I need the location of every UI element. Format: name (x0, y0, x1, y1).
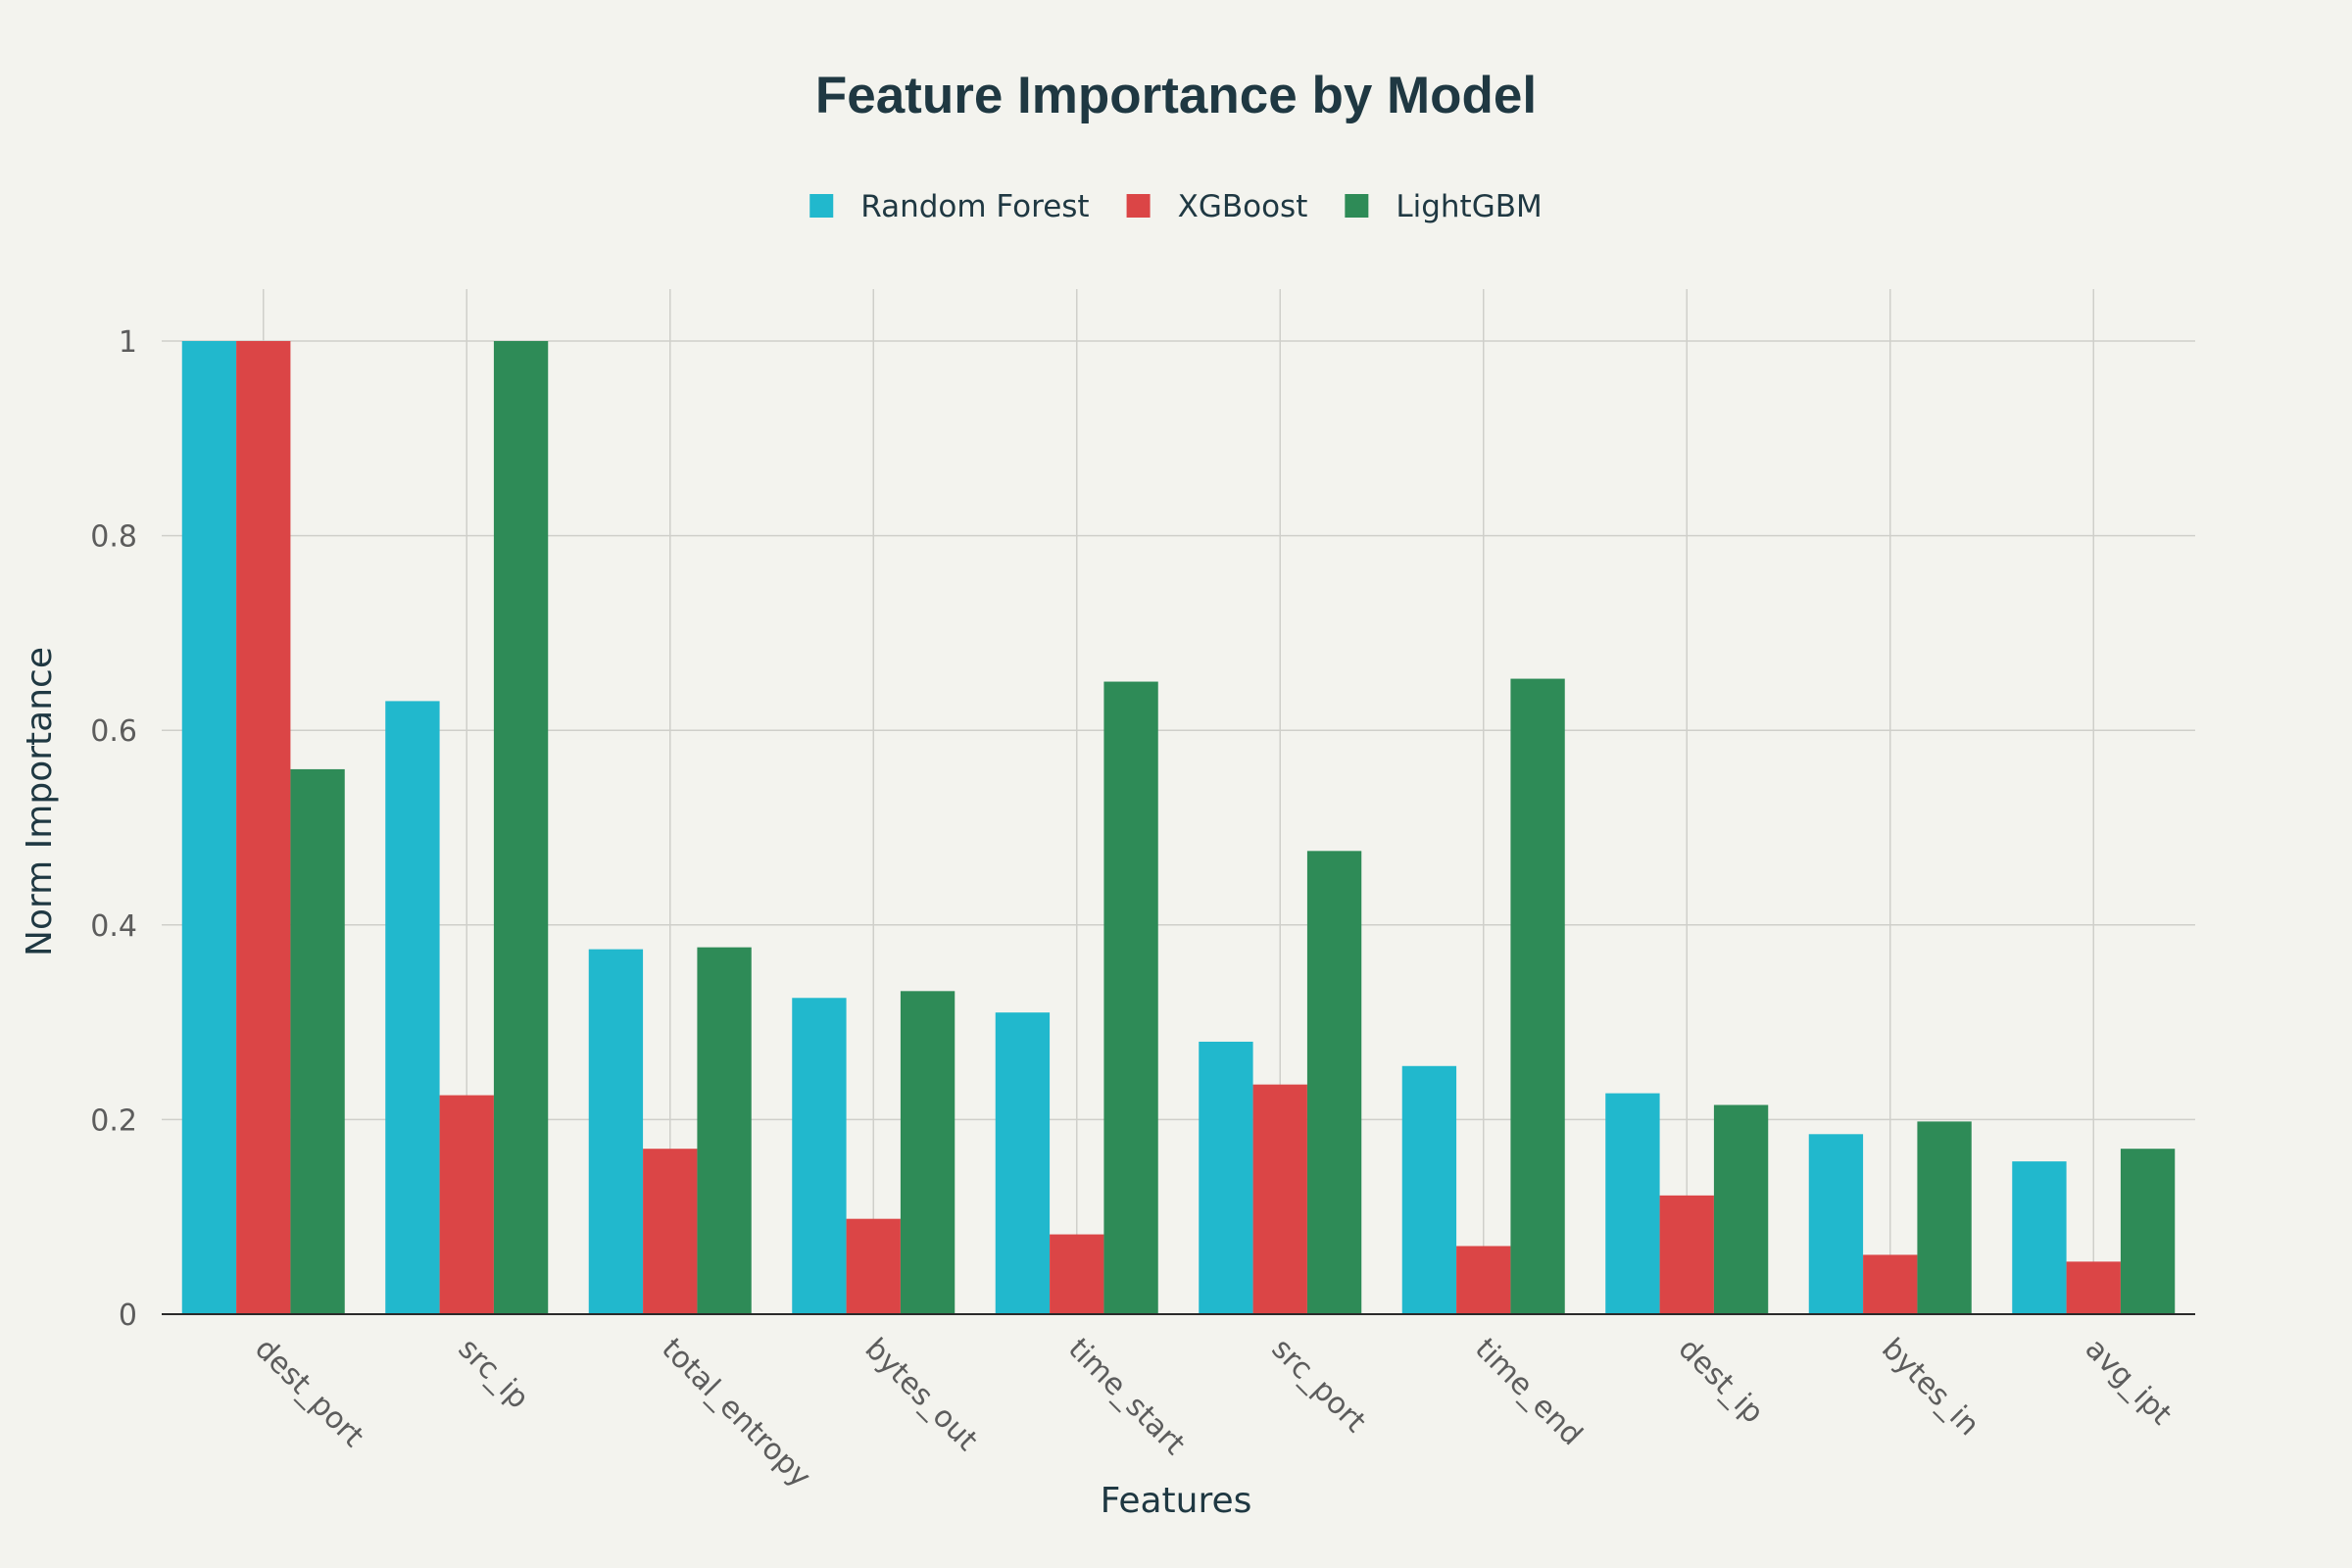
bar-random-forest-time-start (995, 1012, 1051, 1314)
legend-label: Random Forest (860, 189, 1089, 224)
bar-random-forest-bytes-in (1808, 1134, 1864, 1314)
bar-random-forest-time-end (1401, 1065, 1457, 1314)
x-axis-title: Features (1101, 1481, 1252, 1521)
bar-xgboost-time-start (1050, 1234, 1104, 1314)
legend: Random Forest XGBoost LightGBM (809, 189, 1543, 224)
legend-item[interactable]: XGBoost (1126, 189, 1308, 224)
bar-xgboost-dest-port (236, 341, 291, 1314)
bar-xgboost-dest-ip (1659, 1195, 1714, 1314)
bar-random-forest-src-ip (385, 701, 440, 1314)
legend-label: XGBoost (1178, 189, 1308, 224)
chart-title: Feature Importance by Model (815, 67, 1537, 124)
bar-lightgbm-dest-port (290, 768, 345, 1314)
legend-item[interactable]: LightGBM (1345, 189, 1543, 224)
bar-xgboost-bytes-in (1863, 1254, 1918, 1314)
bar-xgboost-avg-ipt (2066, 1261, 2121, 1314)
bar-xgboost-total-entropy (643, 1149, 698, 1314)
bar-xgboost-time-end (1456, 1246, 1511, 1314)
y-tick-label: 0.2 (90, 1103, 137, 1138)
y-tick-label: 0.6 (90, 714, 137, 749)
bar-random-forest-total-entropy (588, 949, 644, 1314)
bar-lightgbm-time-start (1103, 681, 1158, 1314)
legend-swatch (1126, 194, 1151, 218)
bar-xgboost-bytes-out (846, 1218, 901, 1314)
legend-item[interactable]: Random Forest (809, 189, 1090, 224)
bar-lightgbm-src-ip (493, 341, 549, 1314)
legend-swatch (1345, 194, 1369, 218)
y-axis-title: Norm Importance (20, 647, 60, 956)
bar-random-forest-dest-port (181, 341, 237, 1314)
bar-lightgbm-time-end (1510, 678, 1565, 1314)
y-axis-ticks: 0 0.2 0.4 0.6 0.8 1 (90, 325, 137, 1333)
bar-random-forest-bytes-out (792, 998, 847, 1314)
bar-random-forest-avg-ipt (2012, 1161, 2067, 1314)
bar-xgboost-src-port (1252, 1084, 1307, 1314)
bar-lightgbm-dest-ip (1713, 1104, 1769, 1314)
bar-random-forest-src-port (1199, 1041, 1253, 1314)
bar-lightgbm-src-port (1306, 851, 1362, 1314)
y-tick-label: 0.4 (90, 909, 137, 944)
bar-lightgbm-total-entropy (697, 947, 752, 1314)
y-tick-label: 0 (119, 1298, 137, 1333)
bar-lightgbm-avg-ipt (2120, 1149, 2176, 1314)
legend-label: LightGBM (1396, 189, 1542, 224)
bar-xgboost-src-ip (439, 1095, 494, 1314)
bar-lightgbm-bytes-out (900, 991, 956, 1314)
bars (162, 341, 2195, 1315)
y-tick-label: 1 (119, 325, 137, 360)
bar-random-forest-dest-ip (1605, 1093, 1660, 1314)
bar-lightgbm-bytes-in (1917, 1121, 1972, 1314)
legend-swatch (809, 194, 834, 218)
y-tick-label: 0.8 (90, 520, 137, 555)
